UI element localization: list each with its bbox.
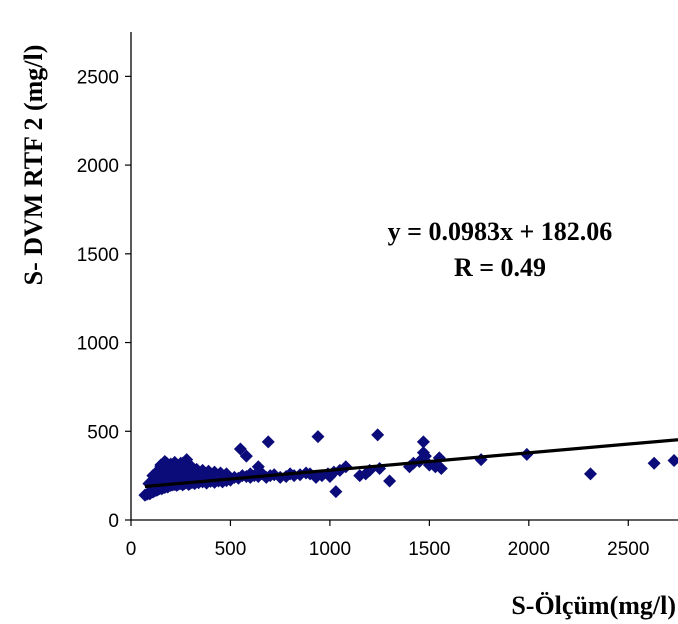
- y-axis-label: S- DVM RTF 2 (mg/l): [19, 45, 48, 286]
- data-point: [416, 435, 430, 449]
- data-point: [371, 428, 385, 442]
- trendline-equation: y = 0.0983x + 182.06: [388, 217, 613, 246]
- correlation-label: R = 0.49: [454, 253, 546, 282]
- y-tick-label: 500: [87, 422, 119, 443]
- x-tick-label: 1500: [408, 539, 450, 560]
- data-point: [583, 467, 597, 481]
- x-tick-label: 0: [126, 539, 137, 560]
- trendline: [144, 438, 678, 489]
- data-point: [176, 456, 190, 470]
- y-tick-label: 2000: [77, 156, 119, 177]
- x-tick-label: 2500: [607, 539, 649, 560]
- x-tick-label: 500: [215, 539, 247, 560]
- y-tick-label: 1000: [77, 334, 119, 355]
- y-tick-label: 1500: [77, 245, 119, 266]
- data-point: [261, 435, 275, 449]
- x-tick-label: 1000: [309, 539, 351, 560]
- y-tick-label: 2500: [77, 67, 119, 88]
- data-points: [138, 428, 678, 502]
- data-point: [329, 485, 343, 499]
- data-point: [233, 442, 247, 456]
- axes: [125, 32, 678, 526]
- data-point: [434, 462, 448, 476]
- data-point: [204, 468, 218, 482]
- data-point: [311, 430, 325, 444]
- x-axis-label: S-Ölçüm(mg/l): [511, 591, 676, 620]
- y-tick-label: 0: [108, 511, 119, 532]
- data-point: [647, 456, 661, 470]
- data-point: [158, 454, 172, 468]
- data-point: [251, 460, 265, 474]
- data-point: [383, 474, 397, 488]
- data-point: [239, 449, 253, 463]
- x-tick-label: 2000: [508, 539, 550, 560]
- data-point: [667, 454, 678, 468]
- tick-labels: 0 500 1000 1500 2000 2500 0 500 1000 1500 2000 2500: [77, 67, 650, 560]
- data-point: [196, 469, 210, 483]
- trendline-line: [144, 438, 678, 489]
